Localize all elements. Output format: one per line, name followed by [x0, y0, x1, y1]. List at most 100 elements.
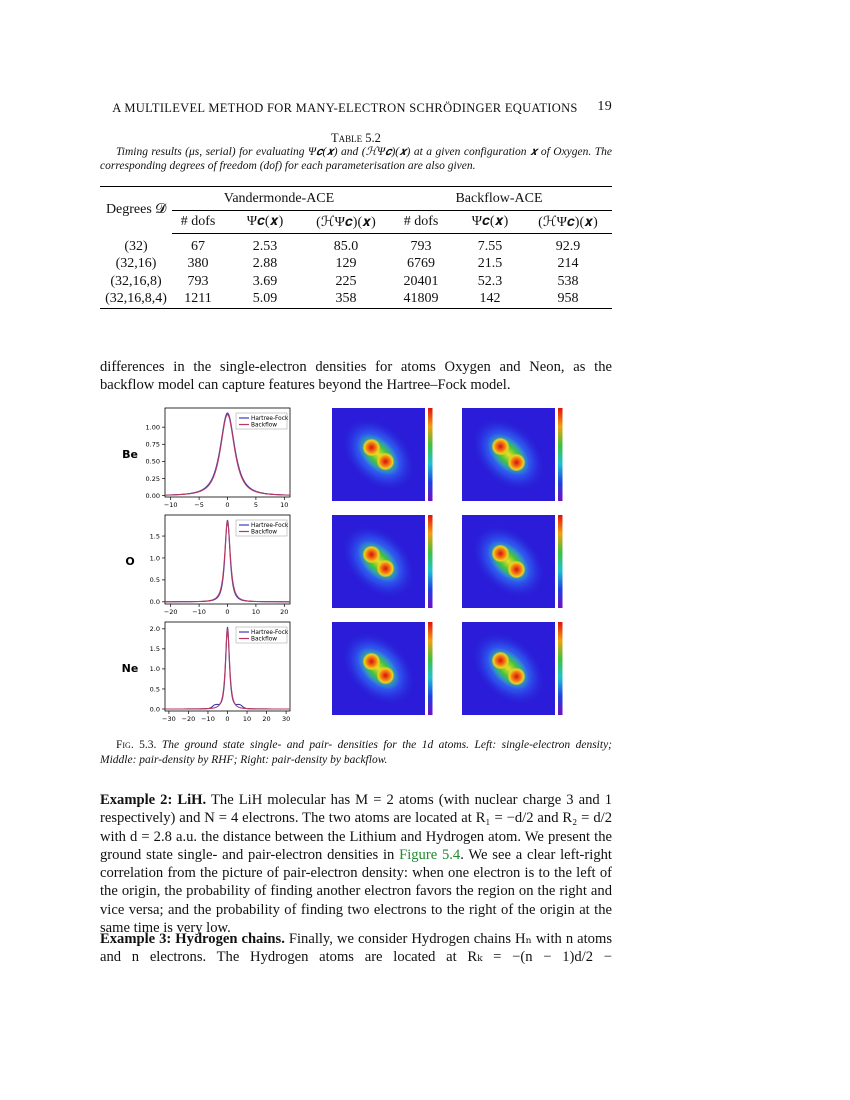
cell: 214: [557, 256, 579, 272]
cell: 67: [191, 238, 205, 254]
cell: 20401: [403, 273, 439, 289]
cell: 225: [335, 273, 357, 289]
x-tick-label: 5: [254, 501, 258, 509]
cell: 41809: [403, 291, 439, 307]
cell: 1211: [184, 291, 212, 307]
density-curve: [165, 413, 290, 496]
legend-label: Backflow: [251, 637, 277, 643]
x-tick-label: 10: [280, 501, 288, 509]
x-tick-label: −30: [162, 715, 176, 723]
pair-density-map: [332, 515, 425, 608]
y-tick-label: 0.5: [150, 576, 160, 584]
cell: 3.69: [252, 273, 278, 289]
figure-label: Fig. 5.3.: [116, 739, 157, 751]
y-tick-label: 2.0: [150, 625, 160, 633]
pair-density-map: [462, 622, 555, 715]
cell: (32): [124, 238, 148, 254]
y-tick-label: 0.75: [146, 441, 160, 449]
y-tick-label: 0.0: [150, 598, 160, 606]
colorbar: [558, 408, 563, 501]
row-label: O: [125, 555, 134, 568]
text: . We see a clear left-right correlation …: [100, 846, 612, 937]
cell: 2.88: [252, 256, 278, 272]
peak: [362, 652, 381, 671]
column-header: (ℋΨ𝒄)(𝒙): [306, 210, 386, 234]
peak: [376, 452, 395, 471]
cell: 793: [187, 273, 209, 289]
y-tick-label: 1.00: [146, 423, 160, 431]
cell: 5.09: [252, 291, 278, 307]
peak: [376, 666, 395, 685]
peak: [362, 438, 381, 457]
x-tick-label: 10: [252, 608, 260, 616]
group-header: Vandermonde-ACE: [172, 186, 386, 211]
cell: 129: [335, 256, 357, 272]
caption-text: The ground state single- and pair- densi…: [100, 739, 613, 766]
x-tick-label: 20: [280, 608, 288, 616]
cell: 21.5: [477, 256, 503, 272]
y-tick-label: 1.0: [150, 665, 160, 673]
legend-label: Backflow: [251, 530, 277, 536]
peak: [507, 560, 526, 579]
x-tick-label: −20: [182, 715, 196, 723]
row-label: Be: [122, 448, 138, 461]
row-label: Ne: [122, 662, 139, 675]
column-header: (ℋΨ𝒄)(𝒙): [524, 210, 612, 234]
header-title: A MULTILEVEL METHOD FOR MANY-ELECTRON SC…: [112, 101, 578, 115]
text: The LiH molecular has M = 2 atoms (with …: [100, 792, 613, 863]
colorbar: [428, 515, 433, 608]
peak: [362, 545, 381, 564]
legend-label: Hartree-Fock: [251, 523, 289, 529]
lead: Example 2: LiH.: [100, 792, 207, 808]
y-tick-label: 0.00: [146, 492, 160, 500]
x-tick-label: −10: [192, 608, 206, 616]
cell: 958: [557, 291, 579, 307]
colorbar: [428, 622, 433, 715]
peak: [491, 544, 510, 563]
peak: [507, 453, 526, 472]
x-tick-label: 10: [243, 715, 251, 723]
cell: 380: [187, 256, 209, 272]
table-row: (32,16,8,4) 1211 5.09 358 41809 142 958: [100, 291, 612, 309]
cell: (32,16): [115, 256, 157, 272]
x-tick-label: 0: [225, 501, 229, 509]
x-tick-label: −10: [164, 501, 178, 509]
colorbar: [558, 515, 563, 608]
peak: [376, 559, 395, 578]
cell: 7.55: [477, 238, 503, 254]
y-tick-label: 0.5: [150, 685, 160, 693]
y-tick-label: 0.0: [150, 705, 160, 713]
pair-density-map: [462, 408, 555, 501]
x-tick-label: 20: [262, 715, 270, 723]
x-tick-label: 0: [225, 715, 229, 723]
x-tick-label: −10: [201, 715, 215, 723]
paragraph: Example 3: Hydrogen chains. Finally, we …: [100, 930, 612, 967]
cell: 358: [335, 291, 357, 307]
cell: 142: [479, 291, 501, 307]
legend-label: Backflow: [251, 423, 277, 429]
figure: Be−10 −5 0 5 100.000.250.500.751.00Hartree-F…: [122, 407, 563, 723]
cell: 538: [557, 273, 579, 289]
peak: [491, 437, 510, 456]
cell: 2.53: [252, 238, 278, 254]
figure-link[interactable]: Figure 5.4: [399, 846, 461, 863]
x-tick-label: −20: [164, 608, 178, 616]
pair-density-map: [332, 622, 425, 715]
cell: 52.3: [477, 273, 503, 289]
cell: (32,16,8): [110, 273, 162, 289]
cell: 92.9: [555, 238, 581, 254]
cell: 793: [410, 238, 432, 254]
y-tick-label: 1.5: [150, 532, 160, 540]
colorbar: [558, 622, 563, 715]
x-tick-label: −5: [194, 501, 204, 509]
pair-density-map: [462, 515, 555, 608]
paragraph: Example 2: LiH. The LiH molecular has M …: [100, 791, 612, 937]
y-tick-label: 1.0: [150, 554, 160, 562]
text: Finally, we consider Hydrogen chains Hₙ …: [100, 931, 613, 966]
table-row: (32,16) 380 2.88 129 6769 21.5 214: [100, 256, 612, 274]
column-header: Ψ𝒄(𝒙): [456, 210, 524, 234]
table-row: (32,16,8) 793 3.69 225 20401 52.3 538: [100, 273, 612, 291]
peak: [507, 667, 526, 686]
column-header: # dofs: [172, 210, 224, 234]
table-label: Table 5.2: [331, 131, 381, 145]
